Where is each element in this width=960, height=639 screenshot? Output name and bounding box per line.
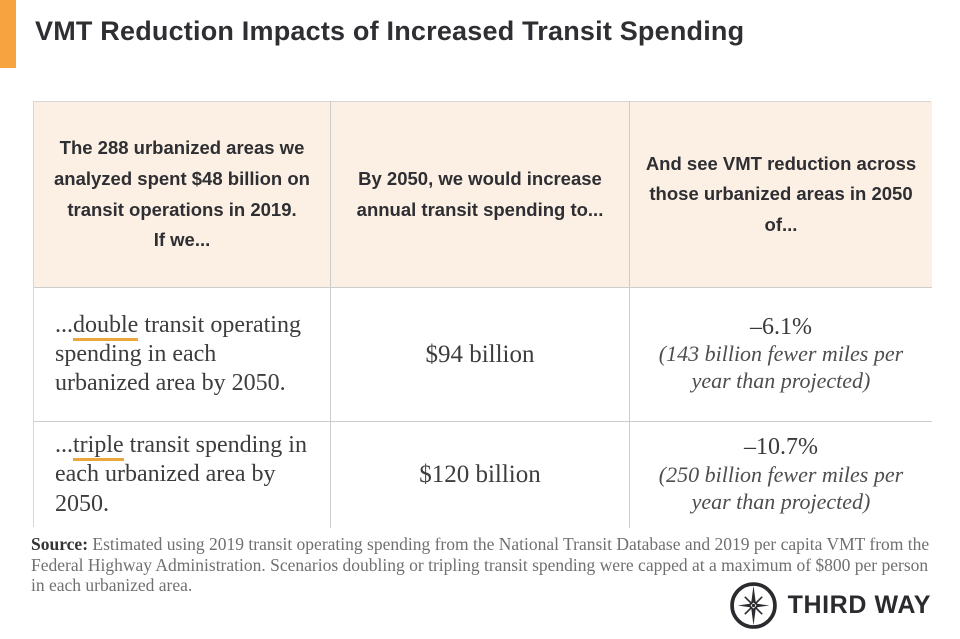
table-row-triple-spending: $120 billion [331, 422, 630, 528]
title-accent-bar [0, 0, 16, 68]
header-text-line2: If we... [153, 229, 211, 251]
scenario-text: ...double transit operating spending in … [55, 311, 312, 399]
scenario-rest: transit operating spending in each urban… [55, 311, 301, 397]
scenario-highlight-word: triple [73, 432, 124, 462]
brand-name: THIRD WAY [787, 591, 931, 619]
source-note: Source: Estimated using 2019 transit ope… [31, 534, 931, 596]
table-row-triple-scenario: ...triple transit spending in each urban… [34, 422, 331, 528]
scenario-text: ...triple transit spending in each urban… [55, 431, 312, 519]
reduction-detail: (250 billion fewer miles per year than p… [658, 461, 904, 514]
table-header-vmt-reduction: And see VMT reduction across those urban… [630, 102, 932, 288]
reduction-percent: –6.1% [750, 313, 812, 340]
table-header-spending: By 2050, we would increase annual transi… [331, 102, 630, 288]
reduction-percent: –10.7% [744, 434, 818, 461]
table-row-triple-reduction: –10.7% (250 billion fewer miles per year… [630, 422, 932, 528]
table-header-scenario: The 288 urbanized areas we analyzed spen… [34, 102, 331, 288]
third-way-logo: THIRD WAY [729, 581, 931, 630]
scenario-prefix: ... [55, 432, 73, 459]
source-label: Source: [31, 534, 89, 554]
page-title: VMT Reduction Impacts of Increased Trans… [35, 16, 745, 46]
spending-value: $120 billion [419, 461, 541, 488]
header-text: And see VMT reduction across those urban… [645, 152, 917, 235]
reduction-detail: (143 billion fewer miles per year than p… [658, 341, 904, 394]
spending-value: $94 billion [425, 340, 535, 368]
scenario-prefix: ... [55, 311, 73, 338]
header-text: By 2050, we would increase annual transi… [356, 167, 604, 220]
scenario-highlight-word: double [73, 311, 139, 341]
header-text: The 288 urbanized areas we analyzed spen… [54, 137, 310, 220]
source-text: Estimated using 2019 transit operating s… [31, 534, 930, 596]
scenario-rest: transit spending in each urbanized area … [55, 432, 307, 517]
vmt-reduction-table: The 288 urbanized areas we analyzed spen… [33, 101, 932, 528]
table-row-double-spending: $94 billion [331, 288, 630, 422]
compass-star-icon [729, 582, 777, 629]
table-row-double-scenario: ...double transit operating spending in … [34, 288, 331, 422]
table-row-double-reduction: –6.1% (143 billion fewer miles per year … [630, 288, 932, 422]
